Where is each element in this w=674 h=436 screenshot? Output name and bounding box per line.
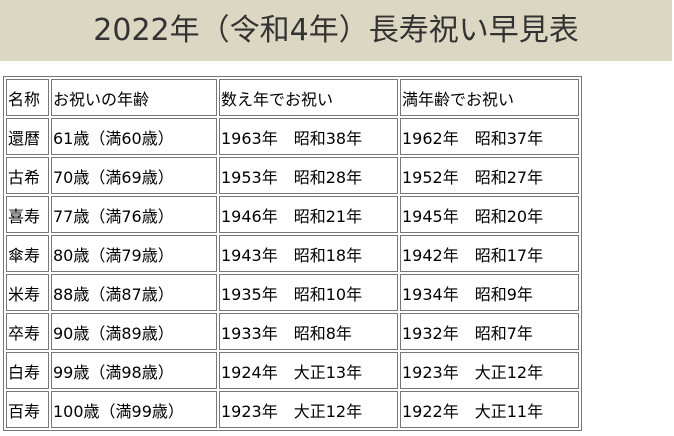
table-cell: 99歳（満98歳）	[51, 352, 217, 389]
table-cell: 1943年 昭和18年	[219, 235, 398, 272]
table-cell: 1963年 昭和38年	[219, 118, 398, 155]
table-row: 還暦 61歳（満60歳） 1963年 昭和38年 1962年 昭和37年	[6, 118, 579, 155]
table-row: 卒寿 90歳（満89歳） 1933年 昭和8年 1932年 昭和7年	[6, 313, 579, 350]
header-cell: 数え年でお祝い	[219, 79, 398, 116]
table-row: 米寿 88歳（満87歳） 1935年 昭和10年 1934年 昭和9年	[6, 274, 579, 311]
header-cell: お祝いの年齢	[51, 79, 217, 116]
table-cell: 90歳（満89歳）	[51, 313, 217, 350]
table-cell: 100歳（満99歳）	[51, 391, 217, 428]
table-cell: 1946年 昭和21年	[219, 196, 398, 233]
table-cell: 61歳（満60歳）	[51, 118, 217, 155]
table-cell: 1942年 昭和17年	[400, 235, 579, 272]
table-cell: 1953年 昭和28年	[219, 157, 398, 194]
table-cell: 1923年 大正12年	[219, 391, 398, 428]
table-cell: 80歳（満79歳）	[51, 235, 217, 272]
table-row: 喜寿 77歳（満76歳） 1946年 昭和21年 1945年 昭和20年	[6, 196, 579, 233]
table-cell: 百寿	[6, 391, 49, 428]
table-cell: 1922年 大正11年	[400, 391, 579, 428]
table-cell: 白寿	[6, 352, 49, 389]
table-cell: 傘寿	[6, 235, 49, 272]
page-title: 2022年（令和4年）長寿祝い早見表	[93, 13, 579, 48]
table-cell: 1923年 大正12年	[400, 352, 579, 389]
table-cell: 古希	[6, 157, 49, 194]
table-row: 百寿 100歳（満99歳） 1923年 大正12年 1922年 大正11年	[6, 391, 579, 428]
table-cell: 米寿	[6, 274, 49, 311]
table-cell: 88歳（満87歳）	[51, 274, 217, 311]
table-cell: 1952年 昭和27年	[400, 157, 579, 194]
table-cell: 1924年 大正13年	[219, 352, 398, 389]
table-row: 傘寿 80歳（満79歳） 1943年 昭和18年 1942年 昭和17年	[6, 235, 579, 272]
table-cell: 卒寿	[6, 313, 49, 350]
longevity-table: 名称 お祝いの年齢 数え年でお祝い 満年齢でお祝い 還暦 61歳（満60歳） 1963年 昭…	[3, 76, 582, 431]
table-cell: 還暦	[6, 118, 49, 155]
table-cell: 1934年 昭和9年	[400, 274, 579, 311]
header-cell: 名称	[6, 79, 49, 116]
table-cell: 70歳（満69歳）	[51, 157, 217, 194]
table-row: 古希 70歳（満69歳） 1953年 昭和28年 1952年 昭和27年	[6, 157, 579, 194]
table-cell: 77歳（満76歳）	[51, 196, 217, 233]
table-cell: 喜寿	[6, 196, 49, 233]
table-cell: 1935年 昭和10年	[219, 274, 398, 311]
table-cell: 1933年 昭和8年	[219, 313, 398, 350]
table-cell: 1932年 昭和7年	[400, 313, 579, 350]
title-bar: 2022年（令和4年）長寿祝い早見表	[0, 0, 672, 61]
table-cell: 1945年 昭和20年	[400, 196, 579, 233]
table-cell: 1962年 昭和37年	[400, 118, 579, 155]
table-row: 白寿 99歳（満98歳） 1924年 大正13年 1923年 大正12年	[6, 352, 579, 389]
header-cell: 満年齢でお祝い	[400, 79, 579, 116]
header-row: 名称 お祝いの年齢 数え年でお祝い 満年齢でお祝い	[6, 79, 579, 116]
